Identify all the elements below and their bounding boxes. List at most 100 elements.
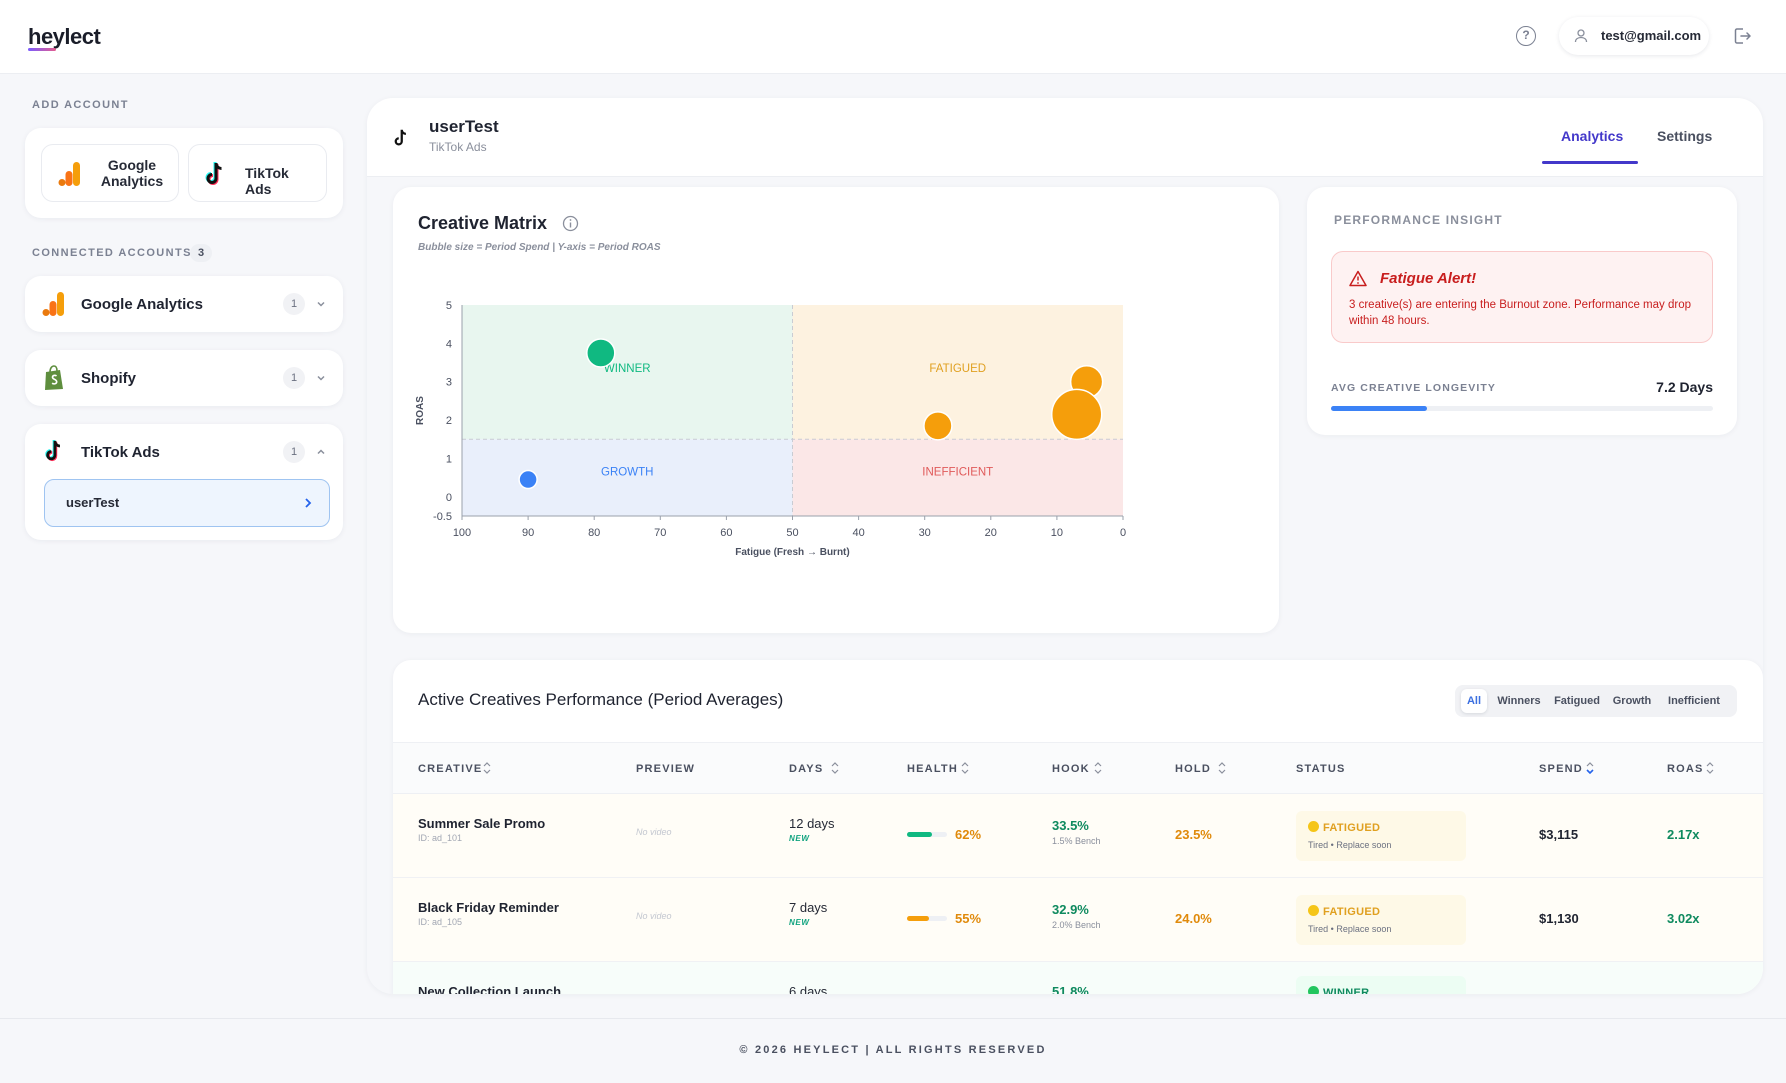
status-dot [1308,821,1319,832]
sort-icon[interactable] [1706,760,1714,776]
warning-triangle-icon [1349,270,1367,287]
quadrant-winner [462,305,793,440]
status-description: Tired • Replace soon [1308,924,1392,934]
status-label: FATIGUED [1323,906,1381,918]
google-analytics-icon [58,162,80,186]
tiktok-icon [205,162,222,185]
health-bar-fill [907,916,929,921]
account-title: userTest [429,117,499,136]
column-spend[interactable]: SPEND [1539,763,1583,775]
tiktok-icon [394,129,406,146]
column-hold[interactable]: HOLD [1175,763,1211,775]
sidebar-item-label: userTest [66,495,120,510]
sort-icon[interactable] [1218,760,1226,776]
sort-icon[interactable] [831,760,839,776]
creative-preview[interactable]: No video [636,911,672,921]
chevron-down-icon[interactable] [316,299,326,309]
creative-name: Black Friday Reminder [418,900,559,915]
filter-growth[interactable]: Growth [1612,695,1652,707]
account-shopify[interactable]: Shopify 1 [25,350,343,406]
column-days[interactable]: DAYS [789,763,824,775]
account-name: TikTok Ads [81,444,160,461]
x-tick-label: 90 [522,527,534,539]
connected-accounts-heading: CONNECTED ACCOUNTS [32,247,192,259]
status-dot [1308,986,1319,994]
x-tick-label: 100 [453,527,471,539]
sort-desc-icon[interactable] [1586,760,1594,776]
logo[interactable]: heylect [28,24,101,49]
info-icon[interactable] [562,215,579,232]
y-axis-label: ROAS [415,396,426,425]
performance-insight-heading: PERFORMANCE INSIGHT [1334,213,1503,227]
y-tick-label: 4 [446,338,452,350]
x-tick-label: 80 [588,527,600,539]
longevity-progress-bar [1331,406,1713,411]
creatives-table-card: Active Creatives Performance (Period Ave… [393,660,1763,994]
column-roas[interactable]: ROAS [1667,763,1704,775]
account-name: Shopify [81,370,136,387]
creative-roas: 3.02x [1667,911,1700,926]
creatives-table-title: Active Creatives Performance (Period Ave… [418,690,784,709]
account-count-badge: 1 [283,293,305,315]
sort-icon[interactable] [1094,760,1102,776]
add-tiktok-ads-button[interactable]: TikTok Ads [188,144,327,202]
user-menu[interactable]: test@gmail.com [1559,17,1709,55]
bubble-point [518,469,538,490]
column-status: STATUS [1296,763,1346,775]
tiktok-icon [45,439,61,462]
quadrant-label-inefficient: INEFFICIENT [922,467,993,479]
creative-spend: $1,130 [1539,911,1579,926]
new-badge: NEW [789,834,810,843]
sort-icon[interactable] [961,760,969,776]
shopify-icon [45,365,63,390]
help-circle-icon[interactable]: ? [1516,26,1536,46]
x-tick-label: 40 [852,527,864,539]
footer-text: © 2026 HEYLECT | ALL RIGHTS RESERVED [739,1044,1047,1056]
filter-winners[interactable]: Winners [1497,695,1541,707]
creative-preview[interactable]: No video [636,827,672,837]
filter-all[interactable]: All [1461,689,1487,713]
health-bar [907,916,947,921]
creative-hook: 32.9% [1052,902,1089,917]
column-hook[interactable]: HOOK [1052,763,1090,775]
active-tab-indicator [1542,161,1638,164]
status-label: WINNER [1323,987,1370,994]
table-row[interactable]: Black Friday Reminder ID: ad_105 No video 7… [393,878,1763,962]
quadrant-inefficient [792,439,1123,516]
table-row[interactable]: Summer Sale Promo ID: ad_101 No video 12 da… [393,794,1763,878]
quadrant-label-fatigued: FATIGUED [929,363,986,375]
creative-days: 7 days [789,900,828,915]
longevity-value: 7.2 Days [1656,379,1713,395]
add-google-analytics-button[interactable]: Google Analytics [41,144,179,202]
status-badge: WINNER [1296,976,1466,994]
chevron-up-icon[interactable] [316,447,326,457]
hook-benchmark: 2.0% Bench [1052,920,1101,930]
x-tick-label: 70 [654,527,666,539]
logout-icon[interactable] [1732,26,1752,46]
new-badge: NEW [789,918,810,927]
creative-days: 12 days [789,816,835,831]
creative-hook: 51.8% [1052,984,1089,994]
filter-inefficient[interactable]: Inefficient [1668,695,1720,707]
y-tick-label: 5 [446,300,452,312]
account-tiktok-ads[interactable]: TikTok Ads 1 userTest [25,424,343,540]
table-row[interactable]: New Collection Launch 6 days 51.8% WINNER [393,962,1763,994]
main-panel: userTest TikTok Ads Analytics Settings C… [367,98,1763,994]
creative-matrix-caption: Bubble size = Period Spend | Y-axis = Pe… [418,242,661,253]
account-count-badge: 1 [283,367,305,389]
creative-matrix-card: Creative Matrix Bubble size = Period Spe… [393,187,1279,633]
chevron-down-icon[interactable] [316,373,326,383]
column-health[interactable]: HEALTH [907,763,958,775]
footer: © 2026 HEYLECT | ALL RIGHTS RESERVED [0,1018,1786,1083]
user-email: test@gmail.com [1601,28,1702,43]
column-creative[interactable]: CREATIVE [418,763,483,775]
filter-fatigued[interactable]: Fatigued [1554,695,1600,707]
account-google-analytics[interactable]: Google Analytics 1 [25,276,343,332]
sidebar-item-usertest[interactable]: userTest [44,479,330,527]
status-badge: FATIGUED Tired • Replace soon [1296,895,1466,945]
tab-settings[interactable]: Settings [1657,128,1713,144]
column-preview: PREVIEW [636,763,696,775]
tab-analytics[interactable]: Analytics [1561,128,1624,144]
bubble-point [1050,388,1103,441]
sort-icon[interactable] [483,760,491,776]
